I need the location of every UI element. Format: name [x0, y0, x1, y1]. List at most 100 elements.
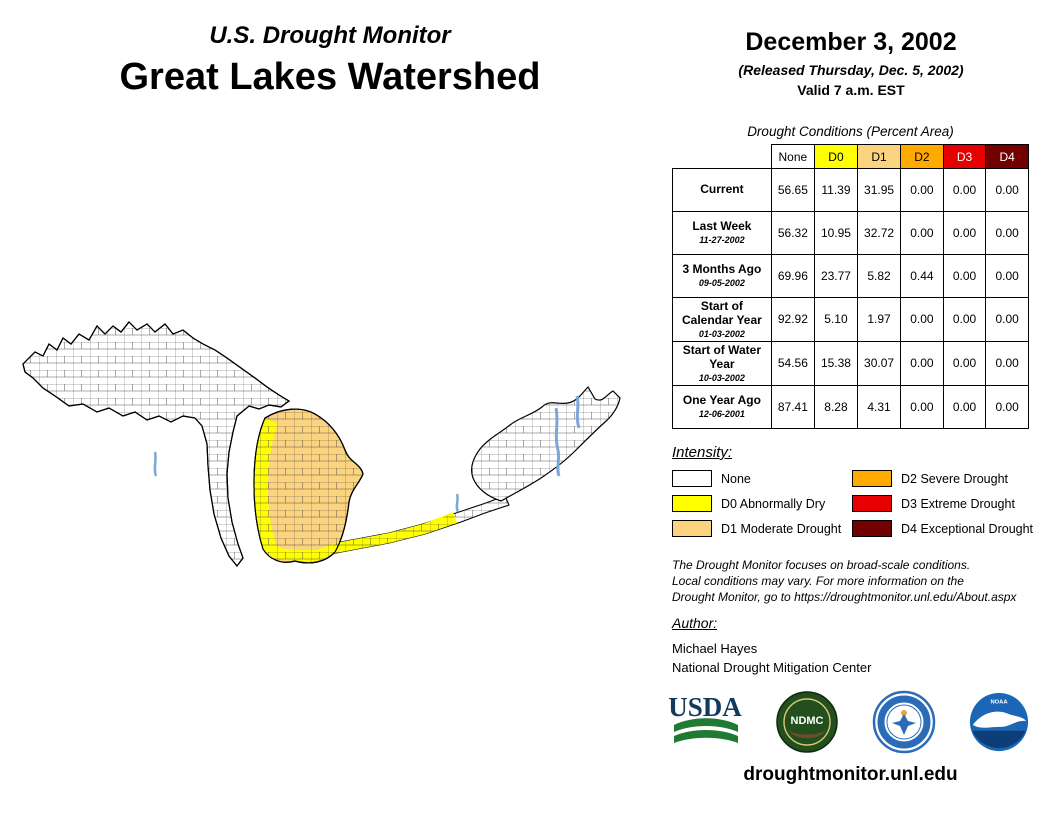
value-cell: 0.00 — [942, 168, 987, 212]
row-label: Start of Water Year 10-03-2002 — [672, 340, 772, 386]
table-row: Start of Calendar Year 01-03-2002 92.92 … — [672, 297, 1029, 342]
col-header-d4: D4 — [985, 144, 1029, 169]
ndmc-inner-ring — [783, 698, 832, 746]
value-cell: 0.00 — [985, 254, 1029, 298]
county-boundaries-overlay — [471, 387, 620, 501]
legend-label: D3 Extreme Drought — [901, 496, 1015, 511]
disclaimer-line: Drought Monitor, go to https://droughtmo… — [672, 590, 1017, 604]
value-cell: 0.00 — [942, 211, 987, 255]
table-row: Start of Water Year 10-03-2002 54.56 15.… — [672, 340, 1029, 386]
row-label-text: Current — [700, 181, 744, 196]
county-boundaries-overlay — [331, 496, 509, 554]
legend-item-d4: D4 Exceptional Drought — [852, 520, 1033, 537]
valid-time: Valid 7 a.m. EST — [797, 82, 905, 98]
value-cell: 0.44 — [900, 254, 944, 298]
row-label-text: Start of Water Year — [682, 342, 762, 371]
noaa-logo: NOAA — [969, 692, 1029, 752]
disclaimer-line: The Drought Monitor focuses on broad-sca… — [672, 558, 971, 572]
col-header-none: None — [770, 144, 815, 169]
author-name: Michael Hayes — [672, 641, 758, 656]
row-label: One Year Ago 12-06-2001 — [672, 384, 772, 429]
value-cell: 15.38 — [813, 340, 859, 386]
value-cell: 56.32 — [770, 211, 815, 255]
value-cell: 31.95 — [856, 168, 902, 212]
value-cell: 92.92 — [770, 297, 815, 342]
value-cell: 0.00 — [900, 340, 944, 386]
noaa-text: NOAA — [990, 700, 1008, 706]
ndmc-logo: NDMC — [776, 691, 839, 753]
noaa-sea — [972, 730, 1026, 749]
value-cell: 54.56 — [770, 340, 815, 386]
table-header-row: None D0 D1 D2 D3 D4 — [673, 144, 1029, 169]
county-boundaries-overlay — [254, 409, 363, 563]
river-water — [455, 493, 460, 513]
table-row: Last Week 11-27-2002 56.32 10.95 32.72 0… — [672, 211, 1029, 255]
row-label: Last Week 11-27-2002 — [672, 211, 772, 255]
legend-label: None — [721, 471, 751, 486]
river-water — [153, 451, 158, 477]
value-cell: 0.00 — [985, 297, 1029, 342]
col-header-d3: D3 — [942, 144, 987, 169]
row-label: 3 Months Ago 09-05-2002 — [672, 254, 772, 298]
value-cell: 5.10 — [813, 297, 859, 342]
row-date: 10-03-2002 — [698, 372, 745, 383]
row-date: 01-03-2002 — [698, 328, 745, 339]
table-corner-cell — [673, 145, 772, 169]
value-cell: 0.00 — [900, 168, 944, 212]
ndmc-earth — [788, 730, 827, 739]
legend-item-d0: D0 Abnormally Dry — [672, 495, 852, 512]
author-org: National Drought Mitigation Center — [672, 660, 872, 675]
usda-swoosh-bottom — [674, 730, 738, 743]
finger-lake-water — [554, 407, 561, 477]
disclaimer-line: Local conditions may vary. For more info… — [672, 574, 964, 588]
value-cell: 23.77 — [813, 254, 859, 298]
row-date: 12-06-2001 — [698, 409, 745, 420]
row-date: 09-05-2002 — [698, 278, 745, 289]
row-label: Start of Calendar Year 01-03-2002 — [672, 297, 772, 342]
monitor-title: U.S. Drought Monitor — [209, 22, 451, 49]
value-cell: 30.07 — [856, 340, 902, 386]
value-cell: 1.97 — [856, 297, 902, 342]
disclaimer: The Drought Monitor focuses on broad-sca… — [672, 557, 1016, 605]
legend-swatch-d0 — [672, 495, 712, 512]
col-header-d2: D2 — [900, 144, 944, 169]
value-cell: 8.28 — [813, 384, 859, 429]
value-cell: 0.00 — [942, 340, 987, 386]
legend-item-d2: D2 Severe Drought — [852, 470, 1033, 487]
author-heading: Author: — [672, 615, 718, 631]
watershed-outline — [253, 408, 364, 564]
col-header-d0: D0 — [813, 144, 859, 169]
row-label-text: 3 Months Ago — [682, 262, 762, 277]
ndmc-text: NDMC — [791, 715, 824, 727]
usda-swoosh-top — [674, 718, 738, 732]
col-header-d1: D1 — [856, 144, 902, 169]
legend-swatch-d4 — [852, 520, 892, 537]
value-cell: 10.95 — [813, 211, 859, 255]
table-row: Current 56.65 11.39 31.95 0.00 0.00 0.00 — [672, 168, 1029, 212]
row-label-text: Last Week — [692, 219, 752, 234]
value-cell: 0.00 — [900, 297, 944, 342]
legend-swatch-d2 — [852, 470, 892, 487]
value-cell: 4.31 — [856, 384, 902, 429]
legend-swatch-d3 — [852, 495, 892, 512]
ndmc-seal-circle — [776, 691, 839, 753]
legend-swatch-none — [672, 470, 712, 487]
legend-title: Intensity: — [672, 444, 733, 461]
table-row: One Year Ago 12-06-2001 87.41 8.28 4.31 … — [672, 384, 1029, 429]
value-cell: 0.00 — [900, 211, 944, 255]
commerce-emblem — [891, 714, 916, 735]
value-cell: 69.96 — [770, 254, 815, 298]
value-cell: 0.00 — [942, 384, 987, 429]
value-cell: 5.82 — [856, 254, 902, 298]
row-label-text: One Year Ago — [682, 393, 761, 408]
legend-label: D2 Severe Drought — [901, 471, 1009, 486]
table-row: 3 Months Ago 09-05-2002 69.96 23.77 5.82… — [672, 254, 1029, 298]
report-date: December 3, 2002 — [745, 28, 957, 56]
watershed-outline — [22, 321, 291, 567]
value-cell: 0.00 — [942, 254, 987, 298]
author-block: Author: Michael Hayes National Drought M… — [672, 614, 871, 677]
value-cell: 0.00 — [942, 297, 987, 342]
usda-logo: USDA — [668, 693, 742, 743]
site-url: droughtmonitor.unl.edu — [743, 764, 958, 785]
great-lakes-watershed-map — [22, 321, 621, 567]
